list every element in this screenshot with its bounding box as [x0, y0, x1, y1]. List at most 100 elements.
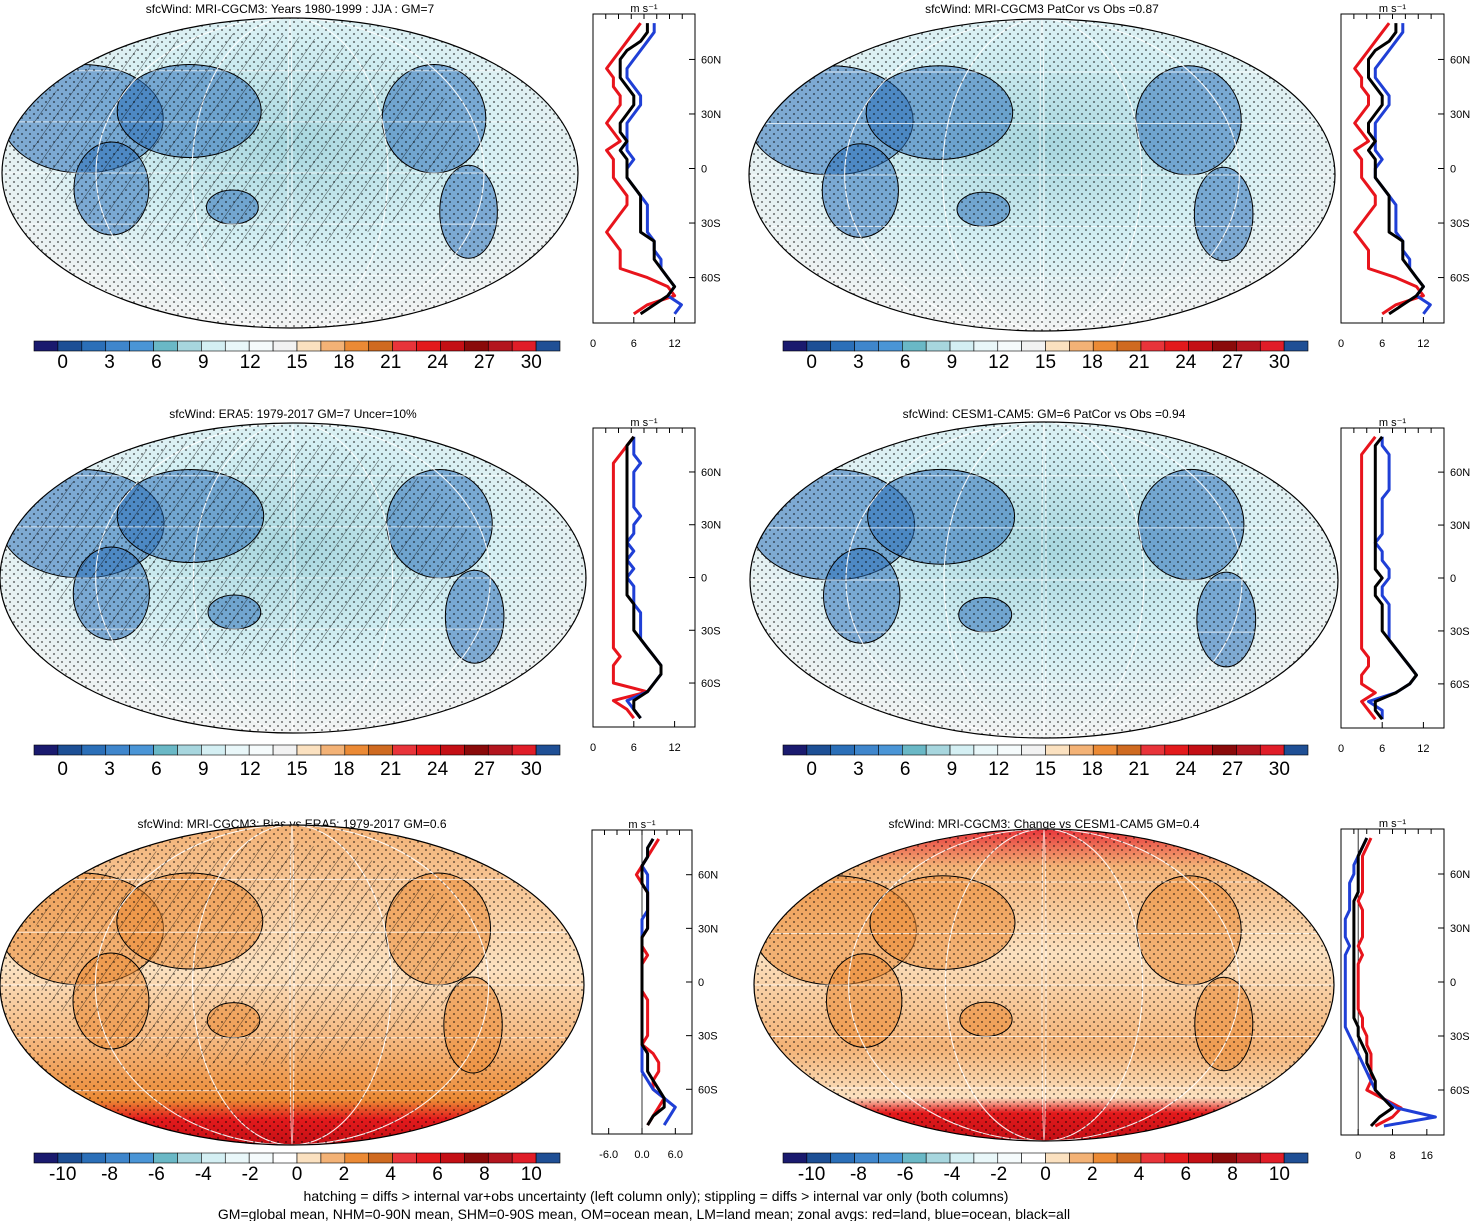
zonal-x-tick-label: 0 — [1338, 338, 1344, 350]
colorbar-swatch — [782, 340, 808, 352]
colorbar-swatch — [997, 744, 1022, 756]
panel-1: sfcWind: MRI-CGCM3: Years 1980-1999 : JJ… — [1, 2, 721, 373]
zonal-x-tick-label: 8 — [1389, 1150, 1395, 1162]
zonal-lat-label: 60N — [701, 54, 721, 66]
zonal-x-tick-label: 0 — [590, 742, 596, 754]
colorbar-swatch — [1236, 744, 1261, 756]
zonal-lat-label: 30S — [701, 218, 721, 230]
colorbar-swatch — [392, 1152, 417, 1164]
zonal-x-tick-label: 16 — [1421, 1150, 1433, 1162]
colorbar-tick-label: 21 — [380, 352, 401, 373]
colorbar-tick-label: 6 — [432, 1164, 443, 1185]
colorbar-swatch — [1164, 1152, 1189, 1164]
colorbar-tick-label: 21 — [380, 759, 401, 780]
colorbar-swatch — [392, 744, 417, 756]
colorbar-swatch — [854, 340, 879, 352]
zonal-unit-label: m s⁻¹ — [630, 417, 658, 429]
zonal-x-tick-label: 6 — [631, 338, 637, 350]
colorbar-swatch — [296, 340, 322, 352]
colorbar-swatch — [925, 744, 951, 756]
zonal-lat-label: 30N — [1450, 520, 1470, 532]
colorbar-tick-label: 27 — [1222, 352, 1243, 373]
figure-caption: hatching = diffs > internal var+obs unce… — [218, 1188, 1070, 1221]
colorbar-swatch — [224, 1152, 250, 1164]
zonal-lat-label: 60S — [1450, 679, 1470, 691]
zonal-line-all — [1367, 23, 1425, 316]
map-projection — [0, 422, 587, 734]
zonal-line-ocean — [1373, 23, 1432, 315]
panel-4: sfcWind: CESM1-CAM5: GM=6 PatCor vs Obs … — [749, 407, 1470, 780]
zonal-lat-label: 0 — [1450, 977, 1456, 989]
colorbar-swatch — [1140, 1152, 1166, 1164]
panel-5: sfcWind: MRI-CGCM3: Bias vs ERA5: 1979-2… — [0, 817, 718, 1185]
colorbar-swatch — [464, 340, 489, 352]
zonal-lat-label: 30S — [698, 1031, 718, 1043]
colorbar-swatch — [248, 340, 274, 352]
colorbar-swatch — [368, 744, 393, 756]
panel-3: sfcWind: ERA5: 1979-2017 GM=7 Uncer=10% 0… — [0, 407, 721, 780]
colorbar-swatch — [1021, 744, 1046, 756]
colorbar: 0 3 6 9 12 15 18 21 24 27 30 — [782, 744, 1309, 780]
colorbar-swatch — [1259, 1152, 1285, 1164]
colorbar-tick-label: 0 — [57, 759, 68, 780]
colorbar-tick-label: -2 — [990, 1164, 1007, 1185]
colorbar-swatch — [878, 1152, 903, 1164]
zonal-lat-label: 60N — [1450, 467, 1470, 479]
colorbar-swatch — [1021, 340, 1046, 352]
zonal-x-tick-label: 0 — [1338, 743, 1344, 755]
colorbar-swatch — [248, 744, 274, 756]
zonal-mean-panel: m s⁻¹ 0 6 12 60N 30N 0 30S 60S — [590, 3, 721, 350]
colorbar-swatch — [224, 340, 250, 352]
colorbar-swatch — [153, 340, 178, 352]
colorbar-swatch — [806, 340, 832, 352]
colorbar-swatch — [1259, 744, 1285, 756]
colorbar-swatch — [973, 340, 999, 352]
colorbar-swatch — [105, 744, 130, 756]
colorbar-tick-label: 15 — [286, 759, 307, 780]
colorbar-swatch — [464, 744, 489, 756]
colorbar-tick-label: 0 — [57, 352, 68, 373]
colorbar-swatch — [440, 340, 465, 352]
colorbar: 0 3 6 9 12 15 18 21 24 27 30 — [782, 340, 1309, 373]
zonal-unit-label: m s⁻¹ — [1379, 818, 1407, 830]
colorbar-swatch — [1092, 744, 1118, 756]
colorbar-tick-label: 18 — [1082, 759, 1103, 780]
colorbar-tick-label: 6 — [1181, 1164, 1192, 1185]
colorbar-swatch — [511, 340, 537, 352]
colorbar-tick-label: 0 — [1040, 1164, 1051, 1185]
zonal-lat-label: 60N — [1450, 54, 1470, 66]
colorbar-swatch — [535, 340, 561, 352]
zonal-lat-label: 30N — [701, 109, 721, 121]
colorbar-tick-label: 6 — [900, 759, 911, 780]
zonal-frame — [592, 427, 696, 728]
colorbar-swatch — [487, 1152, 513, 1164]
colorbar-swatch — [1164, 340, 1189, 352]
zonal-lat-label: 0 — [1450, 164, 1456, 176]
colorbar-swatch — [830, 340, 855, 352]
colorbar-swatch — [830, 1152, 855, 1164]
zonal-line-land — [1360, 435, 1377, 721]
colorbar: -10 -8 -6 -4 -2 0 2 4 6 8 10 — [33, 1152, 561, 1185]
zonal-line-all — [625, 435, 663, 720]
colorbar-tick-label: 3 — [104, 759, 115, 780]
colorbar-tick-label: 24 — [1175, 759, 1197, 780]
colorbar-tick-label: 2 — [339, 1164, 350, 1185]
colorbar-tick-label: 15 — [286, 352, 307, 373]
colorbar-tick-label: 30 — [521, 352, 542, 373]
zonal-x-tick-label: 6 — [631, 742, 637, 754]
zonal-x-tick-label: 6 — [1379, 338, 1385, 350]
zonal-lat-label: 0 — [701, 573, 707, 585]
zonal-x-tick-label: 12 — [1417, 338, 1429, 350]
colorbar-tick-label: 12 — [988, 352, 1009, 373]
colorbar-swatch — [201, 340, 226, 352]
colorbar-swatch — [782, 1152, 808, 1164]
colorbar-swatch — [129, 340, 154, 352]
colorbar-tick-label: -10 — [798, 1164, 825, 1185]
colorbar-swatch — [973, 744, 999, 756]
hatching-overlay — [29, 841, 468, 1065]
zonal-lat-label: 60S — [701, 273, 721, 285]
colorbar-tick-label: 30 — [1269, 352, 1290, 373]
colorbar-tick-label: 9 — [947, 759, 958, 780]
map-projection — [0, 824, 585, 1146]
colorbar-tick-label: 8 — [1227, 1164, 1238, 1185]
